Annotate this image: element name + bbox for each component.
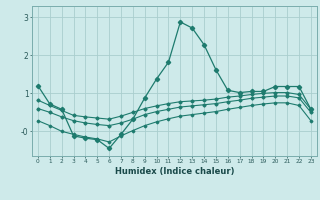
X-axis label: Humidex (Indice chaleur): Humidex (Indice chaleur)	[115, 167, 234, 176]
